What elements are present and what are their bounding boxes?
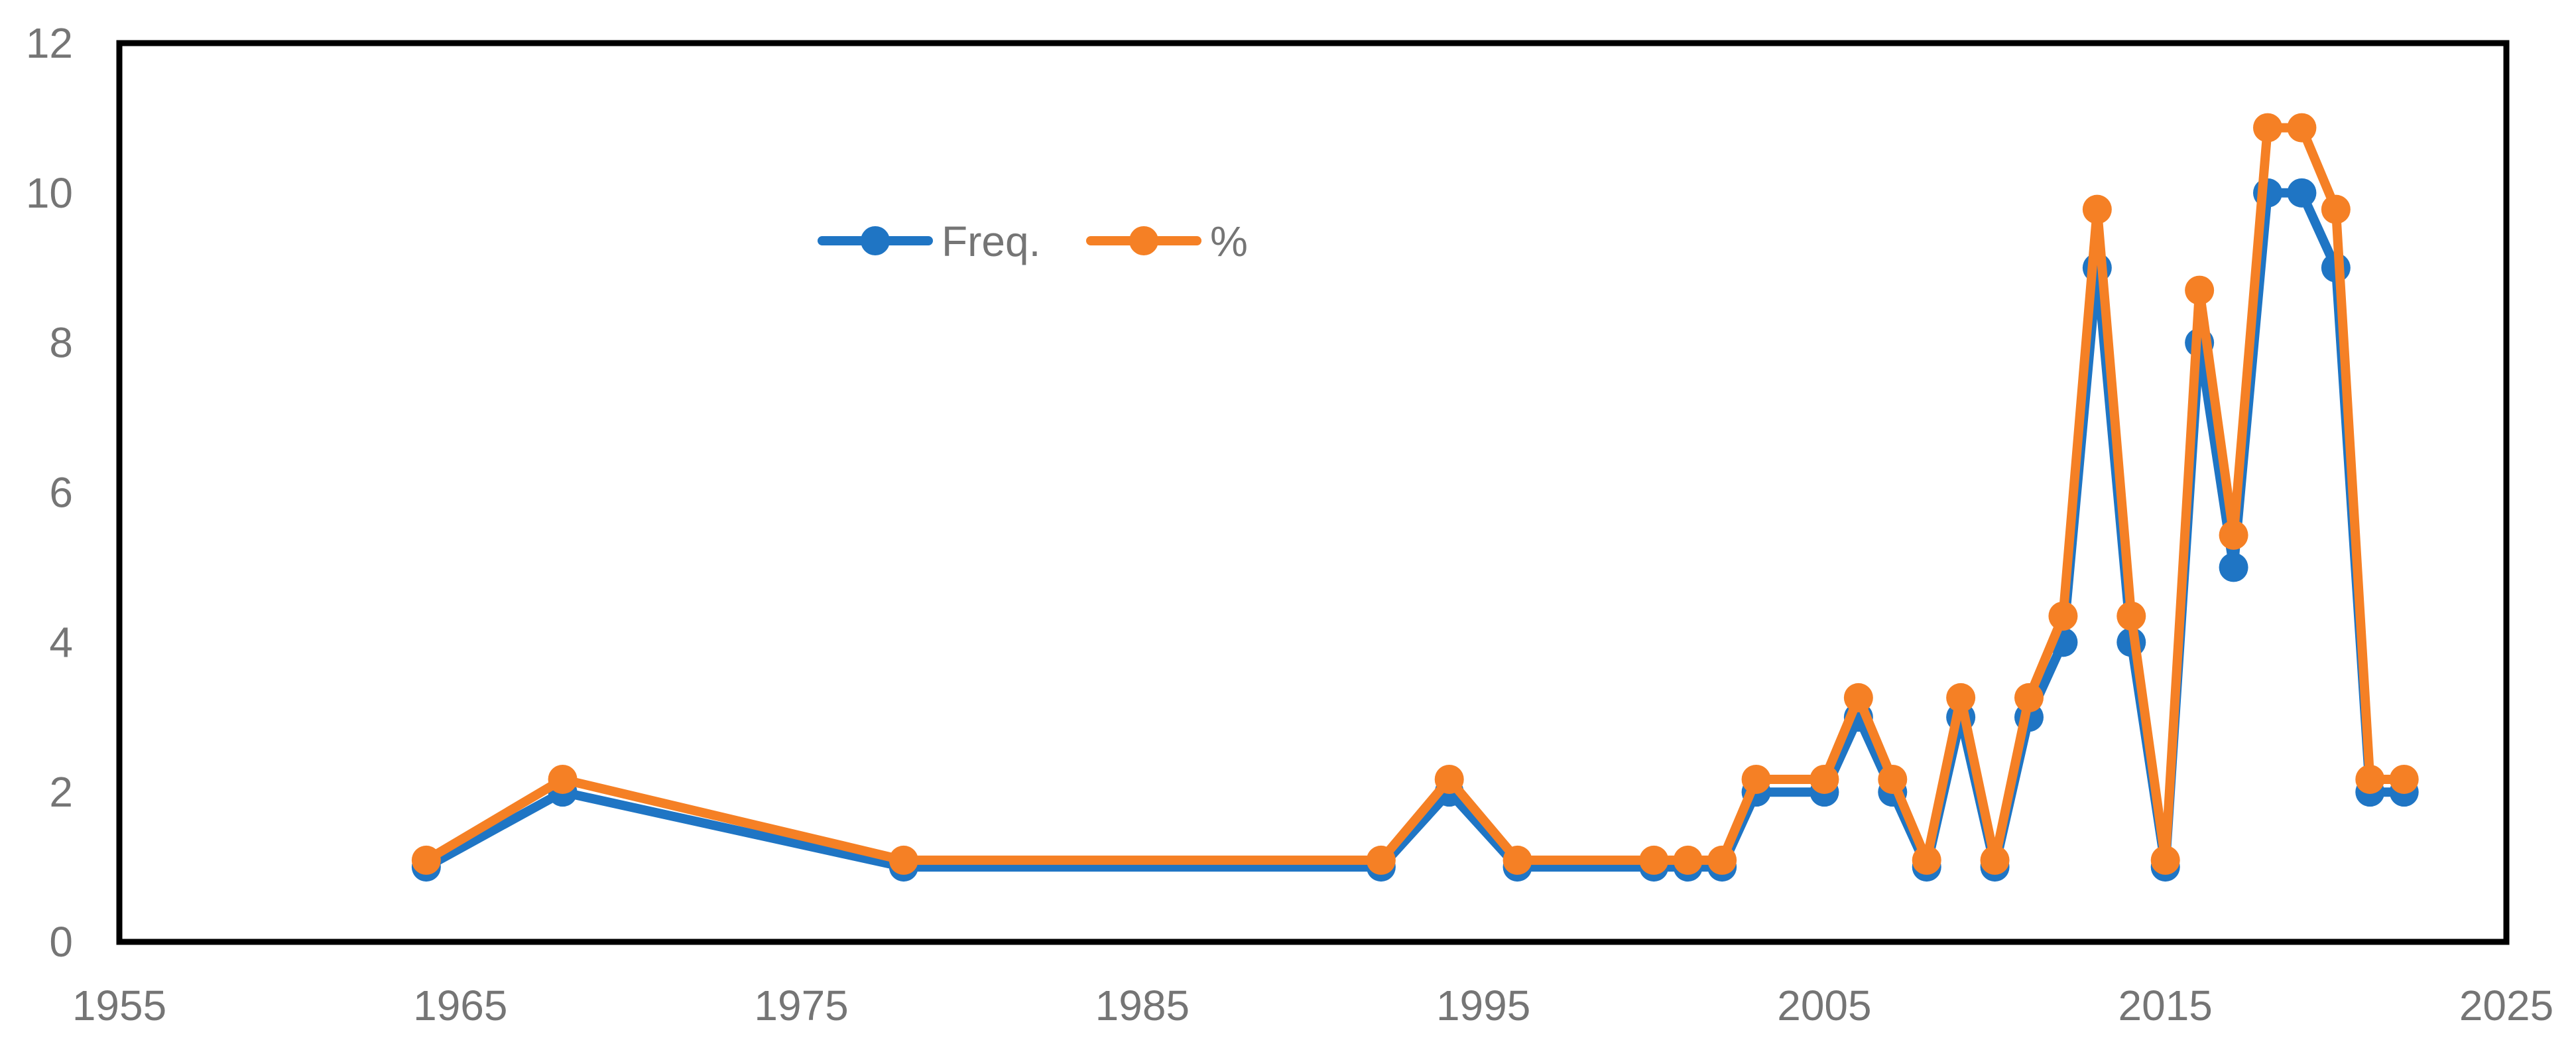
x-tick-label: 1995 [1436, 982, 1530, 1029]
data-point [2219, 520, 2248, 550]
legend-item-percent: % [1086, 218, 1248, 265]
data-point [1741, 764, 1771, 794]
y-tick-label: 2 [49, 768, 73, 816]
data-point [2287, 178, 2317, 208]
data-point [2321, 194, 2351, 224]
data-point [1878, 764, 1908, 794]
x-tick-label: 1985 [1095, 982, 1190, 1029]
x-tick-label: 2025 [2459, 982, 2553, 1029]
legend-marker [861, 226, 890, 255]
data-point [2253, 113, 2282, 143]
data-point [1946, 683, 1976, 712]
data-point [1639, 845, 1669, 875]
plot-area-frame [116, 40, 2510, 945]
y-tick-label: 10 [26, 169, 73, 217]
data-point [1366, 845, 1396, 875]
x-tick-label: 1965 [413, 982, 507, 1029]
data-point [1434, 764, 1464, 794]
data-point [548, 764, 578, 794]
data-point [889, 845, 918, 875]
data-point [2116, 601, 2146, 631]
x-tick-label: 1955 [72, 982, 166, 1029]
x-tick-label: 1975 [754, 982, 848, 1029]
data-point [2048, 601, 2078, 631]
data-point [2150, 845, 2180, 875]
data-point [2185, 275, 2215, 305]
legend-label: % [1210, 218, 1248, 265]
series-layer [411, 113, 2419, 882]
y-axis-tick-labels: 0 2 4 6 8 10 12 [26, 19, 73, 966]
y-tick-label: 6 [49, 469, 73, 517]
y-tick-label: 8 [49, 319, 73, 367]
data-point [2355, 764, 2385, 794]
legend-label: Freq. [942, 218, 1040, 265]
y-tick-label: 0 [49, 918, 73, 966]
data-point [1503, 845, 1532, 875]
data-point [2082, 194, 2112, 224]
data-point [1809, 764, 1839, 794]
series-percent [411, 113, 2419, 875]
data-point [2287, 113, 2317, 143]
x-axis-tick-labels: 1955 1965 1975 1985 1995 2005 2015 2025 [72, 982, 2553, 1029]
series-line [421, 123, 2409, 865]
y-tick-label: 12 [26, 19, 73, 67]
data-point [2014, 683, 2044, 712]
data-point [1980, 845, 2010, 875]
data-point [1843, 683, 1873, 712]
legend-item-freq: Freq. [818, 218, 1040, 265]
data-point [1707, 845, 1737, 875]
data-point [1912, 845, 1941, 875]
data-point [2389, 764, 2419, 794]
data-point [411, 845, 441, 875]
y-tick-label: 4 [49, 618, 73, 666]
x-tick-label: 2005 [1777, 982, 1871, 1029]
legend: Freq.% [818, 218, 1248, 265]
x-tick-label: 2015 [2118, 982, 2213, 1029]
legend-marker [1129, 226, 1158, 255]
data-point [1673, 845, 1703, 875]
data-point [2219, 553, 2248, 582]
